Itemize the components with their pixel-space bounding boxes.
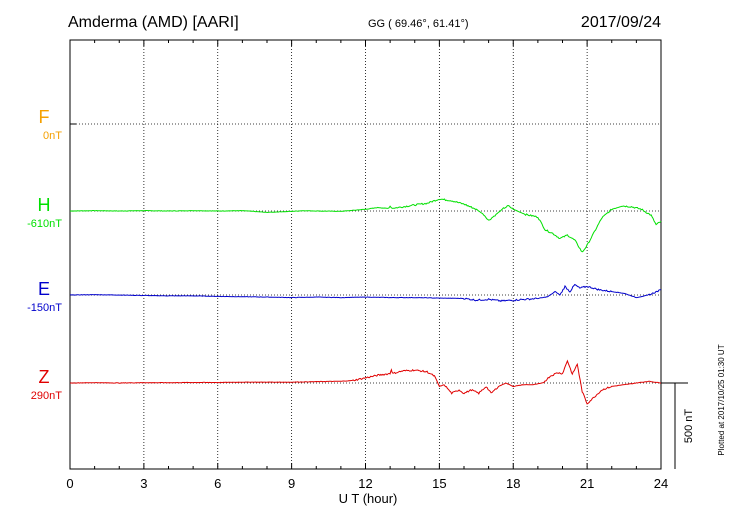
scale-bar: 500 nT xyxy=(661,382,695,469)
coords-label: GG ( 69.46°, 61.41°) xyxy=(368,18,469,30)
x-tick-label: 12 xyxy=(358,476,372,491)
x-tick-label: 6 xyxy=(214,476,221,491)
scale-bar-label: 500 nT xyxy=(683,409,695,444)
x-tick-label: 9 xyxy=(288,476,295,491)
channel-baseline-H: -610nT xyxy=(27,218,62,230)
x-axis-label: U T (hour) xyxy=(339,491,398,506)
x-tick-label: 18 xyxy=(506,476,520,491)
channel-name-Z: Z xyxy=(39,367,50,387)
series-line-E xyxy=(70,283,662,303)
plotted-note: Plotted at 2017/10/25 01:30 UT xyxy=(717,344,726,455)
x-tick-label: 3 xyxy=(140,476,147,491)
channel-baseline-E: -150nT xyxy=(27,302,62,314)
x-axis-ticks: 0 3 6 9 12 15 18 21 24 xyxy=(66,40,668,491)
channel-baseline-F: 0nT xyxy=(43,130,62,142)
grid-lines xyxy=(70,40,661,469)
channel-name-H: H xyxy=(38,195,51,215)
plot-frame xyxy=(69,39,662,470)
channel-name-F: F xyxy=(39,107,50,127)
x-tick-label: 0 xyxy=(66,476,73,491)
channel-name-E: E xyxy=(38,279,50,299)
series-line-Z xyxy=(69,359,661,405)
channel-labels: F 0nT H -610nT E -150nT Z 290nT xyxy=(27,107,62,402)
channel-baseline-Z: 290nT xyxy=(31,390,62,402)
x-tick-label: 21 xyxy=(580,476,594,491)
series-line-H xyxy=(70,198,662,253)
series-lines xyxy=(69,198,662,405)
station-title: Amderma (AMD) [AARI] xyxy=(68,14,239,31)
x-tick-label: 24 xyxy=(654,476,668,491)
date-label: 2017/09/24 xyxy=(581,14,661,31)
x-tick-label: 15 xyxy=(432,476,446,491)
